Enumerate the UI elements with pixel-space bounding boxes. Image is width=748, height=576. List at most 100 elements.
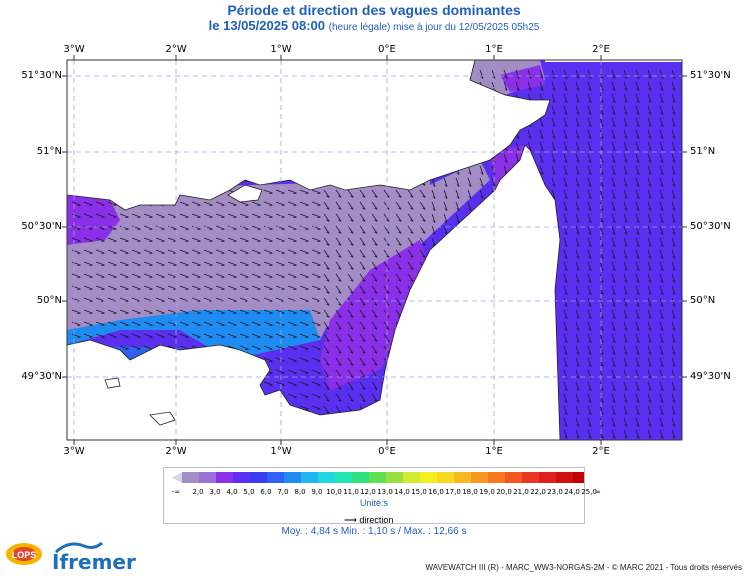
- direction-arrow-head: [564, 124, 568, 127]
- direction-arrow: [83, 285, 93, 290]
- direction-arrow-head: [636, 280, 640, 283]
- lat-label-right: 50°N: [690, 295, 716, 306]
- direction-arrow: [371, 321, 378, 330]
- direction-arrow: [563, 237, 568, 247]
- direction-arrow-head: [374, 231, 378, 234]
- direction-arrow-head: [612, 136, 616, 139]
- direction-arrow: [335, 321, 342, 330]
- direction-arrow: [563, 225, 568, 235]
- direction-arrow-head: [660, 292, 664, 295]
- direction-arrow-head: [660, 136, 664, 139]
- direction-arrow-head: [636, 172, 640, 175]
- direction-arrow: [575, 165, 580, 175]
- direction-arrow-head: [540, 172, 544, 175]
- direction-arrow: [671, 357, 676, 367]
- direction-arrow: [671, 201, 676, 211]
- direction-arrow: [71, 213, 81, 218]
- direction-arrow: [611, 273, 616, 283]
- direction-arrow: [167, 261, 177, 266]
- direction-arrow-head: [564, 88, 568, 91]
- direction-arrow: [635, 417, 640, 427]
- direction-arrow: [143, 345, 153, 350]
- direction-arrow: [407, 213, 414, 222]
- direction-arrow: [215, 249, 225, 254]
- direction-arrow-head: [612, 340, 616, 343]
- direction-arrow: [587, 417, 592, 427]
- direction-arrow: [323, 381, 330, 390]
- direction-arrow-head: [338, 339, 342, 342]
- direction-arrow: [299, 237, 309, 242]
- direction-arrow: [83, 225, 93, 230]
- direction-arrow: [227, 225, 237, 230]
- direction-arrow-head: [624, 256, 628, 259]
- direction-arrow: [623, 405, 628, 415]
- direction-arrow: [119, 225, 129, 230]
- direction-arrow: [647, 297, 652, 307]
- direction-arrow-head: [648, 412, 652, 415]
- direction-arrow: [359, 225, 366, 234]
- direction-arrow-head: [504, 160, 508, 163]
- direction-arrow-head: [326, 327, 330, 330]
- direction-arrow-head: [576, 256, 580, 259]
- direction-arrow-head: [600, 148, 604, 151]
- direction-arrow: [539, 153, 544, 163]
- direction-arrow: [347, 393, 354, 402]
- direction-arrow: [539, 165, 544, 175]
- direction-arrow: [263, 189, 273, 194]
- direction-arrow-head: [588, 256, 592, 259]
- direction-arrow: [623, 129, 628, 139]
- direction-arrow: [563, 201, 568, 211]
- direction-arrow-head: [338, 267, 342, 270]
- direction-arrow: [623, 153, 628, 163]
- direction-arrow-head: [660, 436, 664, 439]
- direction-arrow: [371, 201, 378, 210]
- legend: -∞ 2,0 3,0 4,0 5,0 6,0 7,0 8,0 9,0 10,0 11,0 12,0 13…: [163, 467, 601, 525]
- direction-arrow-head: [624, 304, 628, 307]
- direction-arrow: [635, 333, 640, 343]
- direction-arrow-head: [374, 279, 378, 282]
- direction-arrow: [635, 213, 640, 223]
- direction-arrow-head: [672, 76, 676, 79]
- direction-arrow-head: [624, 412, 628, 415]
- direction-arrow-head: [636, 196, 640, 199]
- direction-arrow: [659, 237, 664, 247]
- direction-arrow: [659, 381, 664, 391]
- direction-arrow-head: [624, 184, 628, 187]
- direction-arrow: [191, 213, 201, 218]
- direction-arrow: [191, 333, 201, 338]
- direction-arrow-head: [648, 232, 652, 235]
- direction-arrow: [575, 273, 580, 283]
- direction-arrow-head: [648, 172, 652, 175]
- direction-arrow-head: [624, 280, 628, 283]
- direction-arrow-head: [398, 243, 402, 246]
- direction-arrow-head: [528, 88, 532, 91]
- direction-arrow-head: [588, 136, 592, 139]
- direction-arrow: [347, 189, 354, 198]
- direction-arrow: [107, 249, 117, 254]
- direction-arrow-head: [374, 243, 378, 246]
- direction-arrow: [563, 297, 568, 307]
- direction-arrow-head: [576, 76, 580, 79]
- direction-arrow: [215, 333, 225, 338]
- direction-arrow: [179, 237, 189, 242]
- direction-arrow-head: [636, 436, 640, 439]
- direction-arrow: [671, 381, 676, 391]
- direction-arrow: [275, 297, 285, 302]
- direction-arrow: [263, 381, 273, 386]
- color-swatch: [284, 472, 301, 483]
- direction-arrow-head: [672, 244, 676, 247]
- direction-arrow: [323, 225, 330, 234]
- direction-arrow: [275, 345, 285, 350]
- direction-arrow-head: [660, 88, 664, 91]
- color-swatch: [335, 472, 352, 483]
- direction-arrow: [575, 213, 580, 223]
- direction-arrow-head: [326, 255, 330, 258]
- direction-arrow-head: [422, 243, 426, 246]
- direction-arrow: [335, 201, 342, 210]
- direction-arrow: [659, 225, 664, 235]
- direction-arrow-head: [588, 316, 592, 319]
- direction-arrow: [323, 285, 330, 294]
- direction-arrow: [179, 285, 189, 290]
- direction-arrow-head: [504, 88, 508, 91]
- direction-arrow: [179, 249, 189, 254]
